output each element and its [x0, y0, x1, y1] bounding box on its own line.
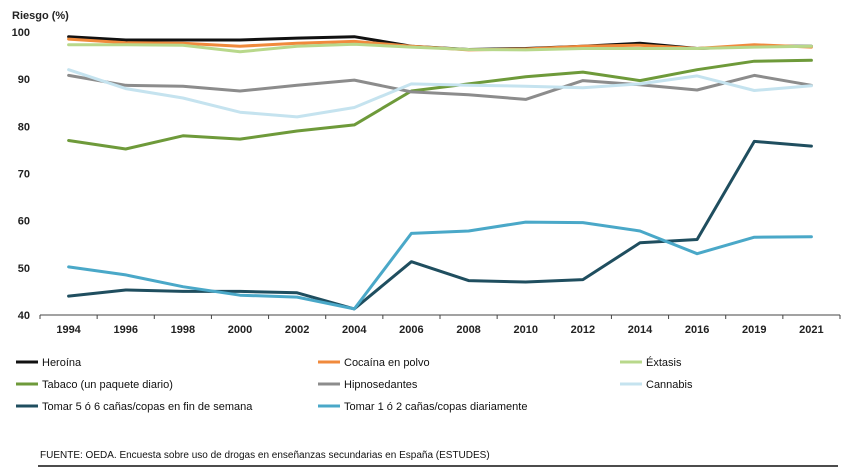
x-tick-label: 2014	[628, 324, 653, 336]
legend-label: Hipnosedantes	[344, 379, 418, 391]
source-note: FUENTE: OEDA. Encuesta sobre uso de drog…	[40, 450, 490, 461]
x-tick-label: 1998	[171, 324, 195, 336]
legend-item: Cocaína en polvo	[318, 357, 430, 369]
y-tick-label: 60	[18, 216, 30, 228]
x-tick-label: 2012	[571, 324, 595, 336]
x-tick-label: 2019	[742, 324, 766, 336]
series-line-3	[67, 42, 813, 54]
legend-item: Tomar 5 ó 6 cañas/copas en fin de semana	[16, 401, 253, 413]
series-lines	[67, 35, 813, 311]
series-line-4	[67, 58, 813, 151]
legend-item: Cannabis	[620, 379, 693, 391]
legend: Heroína Cocaína en polvo Éxtasis Tabaco (un…	[16, 356, 693, 413]
series-line-5	[67, 73, 813, 101]
y-tick-label: 90	[18, 74, 30, 86]
legend-item: Éxtasis	[620, 356, 682, 369]
legend-item: Hipnosedantes	[318, 379, 418, 391]
legend-item: Heroína	[16, 357, 82, 369]
series-line-8	[67, 220, 813, 311]
y-tick-label: 70	[18, 169, 30, 181]
y-tick-label: 40	[18, 310, 30, 322]
series-line-7	[67, 139, 813, 311]
legend-label: Tabaco (un paquete diario)	[42, 379, 173, 391]
legend-label: Tomar 5 ó 6 cañas/copas en fin de semana	[42, 401, 253, 413]
x-tick-label: 2021	[799, 324, 823, 336]
series-line-6	[67, 68, 813, 119]
x-axis: 1994 1996 1998 2000 2002 2004 2006 2008 2010 2012…	[39, 314, 841, 336]
x-tick-label: 2004	[342, 324, 367, 336]
y-tick-label: 50	[18, 263, 30, 275]
y-axis-ticks: 40 50 60 70 80 90 100	[12, 27, 30, 322]
legend-label: Tomar 1 ó 2 cañas/copas diariamente	[344, 401, 527, 413]
x-tick-label: 2010	[513, 324, 537, 336]
y-tick-label: 80	[18, 121, 30, 133]
x-tick-label: 2000	[228, 324, 252, 336]
x-tick-label: 1996	[113, 324, 137, 336]
legend-item: Tabaco (un paquete diario)	[16, 379, 173, 391]
x-tick-label: 2016	[685, 324, 709, 336]
legend-label: Cocaína en polvo	[344, 357, 430, 369]
legend-label: Cannabis	[646, 379, 693, 391]
legend-label: Heroína	[42, 357, 82, 369]
legend-label: Éxtasis	[646, 356, 682, 369]
y-tick-label: 100	[12, 27, 30, 39]
legend-item: Tomar 1 ó 2 cañas/copas diariamente	[318, 401, 527, 413]
y-axis-title: Riesgo (%)	[12, 10, 69, 22]
x-tick-label: 1994	[56, 324, 81, 336]
x-tick-label: 2008	[456, 324, 480, 336]
x-tick-label: 2002	[285, 324, 309, 336]
x-tick-label: 2006	[399, 324, 423, 336]
